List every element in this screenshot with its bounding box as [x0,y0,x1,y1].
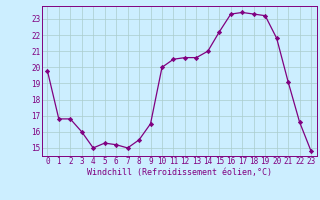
X-axis label: Windchill (Refroidissement éolien,°C): Windchill (Refroidissement éolien,°C) [87,168,272,177]
